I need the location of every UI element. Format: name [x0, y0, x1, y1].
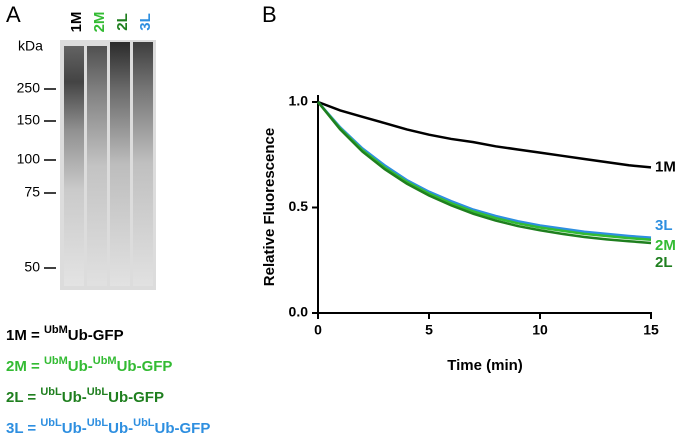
series-line: [317, 100, 652, 169]
legend-text: Ub-GFP: [68, 327, 124, 344]
marker-label: 150: [17, 112, 41, 128]
series-label: 1M: [655, 158, 676, 175]
lane-label: 3L: [137, 13, 154, 31]
panel-label: A: [6, 2, 21, 27]
legend-text: 2L =: [6, 389, 40, 406]
y-tick-label: 0.5: [289, 198, 309, 214]
x-tick-label: 5: [425, 322, 433, 338]
series-line: [317, 101, 652, 245]
superscript: UbM: [44, 324, 68, 336]
legend-entry: 1M = UbMUb-GFP: [6, 324, 124, 344]
x-tick-label: 0: [314, 322, 322, 338]
series-line: [317, 101, 652, 242]
superscript: UbM: [44, 355, 68, 367]
unit-label: kDa: [18, 38, 43, 54]
legend-text: 1M =: [6, 327, 44, 344]
y-axis-label: Relative Fluorescence: [261, 128, 278, 286]
marker-label: 250: [17, 80, 41, 96]
panel-label: B: [262, 2, 277, 27]
legend-text: Ub-: [62, 420, 87, 437]
legend-entry: 2L = UbLUb-UbLUb-GFP: [6, 386, 164, 406]
legend-entry: 3L = UbLUb-UbLUb-UbLUb-GFP: [6, 417, 210, 437]
marker-label: 100: [17, 151, 41, 167]
lane-label: 2L: [114, 13, 131, 31]
lane-label: 1M: [68, 12, 85, 33]
legend-text: Ub-: [68, 358, 93, 375]
legend-text: Ub-GFP: [155, 420, 211, 437]
y-tick-label: 1.0: [289, 93, 309, 109]
y-tick-label: 0.0: [289, 304, 309, 320]
gel-lane: [110, 42, 130, 286]
marker-label: 75: [24, 184, 40, 200]
legend-text: Ub-GFP: [117, 358, 173, 375]
legend-text: Ub-GFP: [108, 389, 164, 406]
superscript: UbL: [40, 417, 62, 429]
gel-lane: [133, 42, 153, 286]
legend-text: Ub-: [108, 420, 133, 437]
series-label: 2M: [655, 237, 676, 254]
gel-lane: [64, 46, 84, 286]
gel-lane: [87, 46, 107, 286]
legend-text: 3L =: [6, 420, 40, 437]
superscript: UbL: [40, 386, 62, 398]
lane-label: 2M: [91, 12, 108, 33]
superscript: UbL: [87, 386, 109, 398]
marker-label: 50: [24, 259, 40, 275]
series-label: 3L: [655, 217, 673, 234]
x-tick-label: 15: [643, 322, 659, 338]
legend-text: 2M =: [6, 358, 44, 375]
series-line: [317, 101, 652, 239]
series-label: 2L: [655, 254, 673, 271]
superscript: UbM: [93, 355, 117, 367]
x-axis-label: Time (min): [447, 357, 523, 374]
legend-text: Ub-: [62, 389, 87, 406]
legend-entry: 2M = UbMUb-UbMUb-GFP: [6, 355, 172, 375]
superscript: UbL: [87, 417, 109, 429]
x-tick-label: 10: [532, 322, 548, 338]
superscript: UbL: [133, 417, 155, 429]
